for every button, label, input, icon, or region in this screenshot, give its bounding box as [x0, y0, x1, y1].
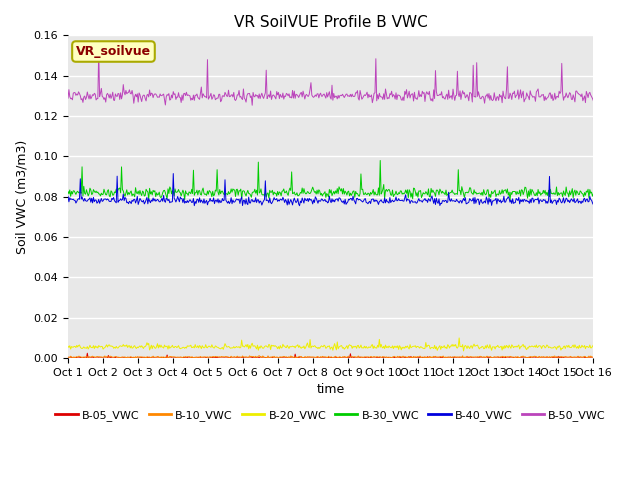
B-50_VWC — [376, 90, 383, 96]
B-40_VWC — [303, 196, 311, 202]
B-40_VWC — [376, 198, 383, 204]
B-20_VWC — [461, 343, 469, 348]
B-40_VWC — [296, 203, 303, 209]
B-05_VWC — [303, 355, 310, 361]
B-40_VWC — [170, 171, 177, 177]
B-10_VWC — [157, 355, 165, 360]
B-20_VWC — [460, 348, 467, 354]
B-20_VWC — [455, 335, 463, 341]
B-50_VWC — [158, 93, 166, 98]
B-30_VWC — [199, 185, 207, 191]
Text: VR_soilvue: VR_soilvue — [76, 45, 151, 58]
B-30_VWC — [376, 157, 384, 163]
Line: B-40_VWC: B-40_VWC — [68, 174, 593, 206]
B-30_VWC — [461, 194, 468, 200]
B-05_VWC — [200, 355, 208, 361]
B-50_VWC — [200, 93, 208, 98]
B-50_VWC — [64, 95, 72, 101]
B-50_VWC — [589, 98, 597, 104]
B-10_VWC — [303, 354, 311, 360]
B-30_VWC — [64, 189, 72, 194]
B-40_VWC — [589, 202, 597, 207]
Line: B-10_VWC: B-10_VWC — [68, 356, 593, 358]
B-30_VWC — [506, 197, 514, 203]
B-10_VWC — [376, 354, 383, 360]
B-10_VWC — [64, 354, 72, 360]
B-10_VWC — [589, 354, 597, 360]
Legend: B-05_VWC, B-10_VWC, B-20_VWC, B-30_VWC, B-40_VWC, B-50_VWC: B-05_VWC, B-10_VWC, B-20_VWC, B-30_VWC, … — [51, 406, 611, 425]
B-10_VWC — [189, 355, 197, 361]
B-50_VWC — [95, 48, 102, 53]
B-40_VWC — [200, 196, 208, 202]
B-05_VWC — [589, 355, 597, 361]
B-50_VWC — [461, 95, 469, 101]
B-30_VWC — [157, 195, 165, 201]
B-20_VWC — [64, 343, 72, 349]
B-50_VWC — [303, 93, 311, 99]
B-40_VWC — [64, 193, 72, 199]
B-10_VWC — [255, 353, 263, 359]
B-50_VWC — [248, 102, 256, 108]
B-40_VWC — [417, 198, 424, 204]
Line: B-50_VWC: B-50_VWC — [68, 50, 593, 105]
B-05_VWC — [83, 350, 91, 356]
B-20_VWC — [157, 342, 165, 348]
B-50_VWC — [417, 92, 424, 97]
B-05_VWC — [461, 355, 468, 360]
B-20_VWC — [374, 342, 381, 348]
Y-axis label: Soil VWC (m3/m3): Soil VWC (m3/m3) — [15, 140, 28, 254]
B-10_VWC — [200, 354, 208, 360]
B-40_VWC — [157, 198, 165, 204]
B-40_VWC — [461, 195, 469, 201]
B-20_VWC — [589, 342, 597, 348]
B-05_VWC — [374, 355, 382, 360]
Line: B-20_VWC: B-20_VWC — [68, 338, 593, 351]
Title: VR SoilVUE Profile B VWC: VR SoilVUE Profile B VWC — [234, 15, 428, 30]
B-10_VWC — [461, 354, 469, 360]
B-05_VWC — [416, 355, 424, 360]
B-20_VWC — [415, 344, 422, 350]
Line: B-05_VWC: B-05_VWC — [68, 353, 593, 358]
X-axis label: time: time — [317, 383, 345, 396]
B-30_VWC — [374, 192, 381, 198]
B-30_VWC — [302, 191, 310, 197]
B-10_VWC — [417, 353, 424, 359]
B-30_VWC — [416, 188, 424, 194]
B-20_VWC — [302, 345, 310, 350]
Line: B-30_VWC: B-30_VWC — [68, 160, 593, 200]
B-30_VWC — [589, 191, 597, 197]
B-05_VWC — [158, 355, 166, 360]
B-20_VWC — [199, 344, 207, 350]
B-05_VWC — [64, 355, 72, 361]
